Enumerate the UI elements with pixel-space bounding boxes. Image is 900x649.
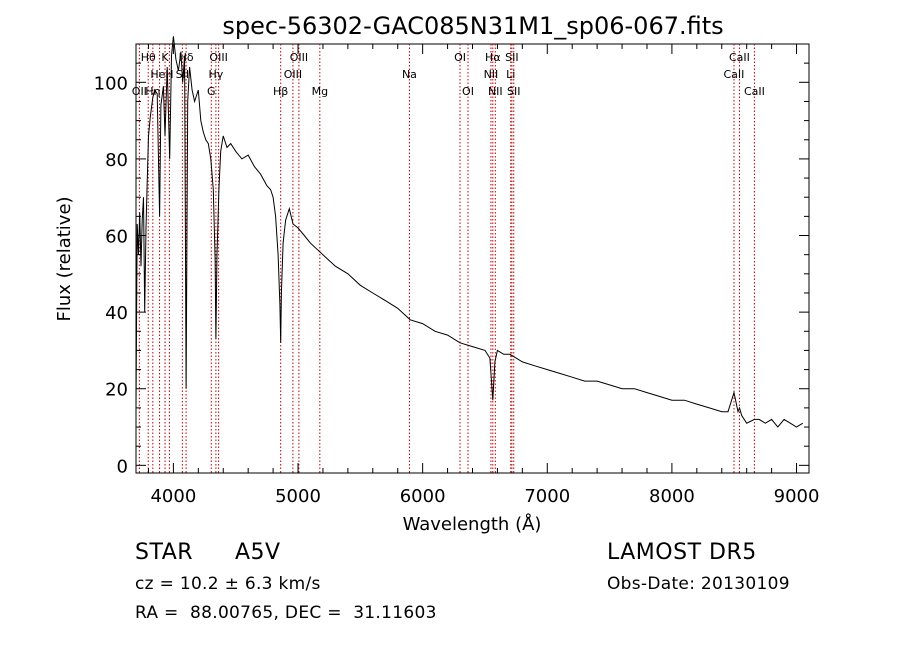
spectral-line-label: Na	[402, 68, 417, 81]
x-tick-label: 6000	[400, 486, 446, 507]
spectral-line-label: OI	[454, 51, 466, 64]
spectral-line-label: G	[207, 85, 216, 98]
object-subclass: A5V	[235, 540, 281, 565]
spectral-line-label: H	[165, 68, 173, 81]
x-tick-label: 9000	[774, 486, 820, 507]
velocity-readout: cz = 10.2 ± 6.3 km/s	[135, 574, 321, 594]
y-tick-label: 100	[94, 73, 128, 94]
spectral-line-label: CaII	[724, 68, 745, 81]
y-tick-label: 60	[105, 227, 128, 248]
y-tick-label: 80	[105, 150, 128, 171]
x-tick-label: 7000	[524, 486, 570, 507]
spectral-line-label: Mg	[312, 85, 328, 98]
observation-date: Obs-Date: 20130109	[607, 574, 790, 594]
object-class: STAR	[135, 540, 194, 565]
y-axis-ticks: 0 20 40 60 80 100	[94, 62, 809, 477]
spectral-line-label: CaII	[729, 51, 750, 64]
spectral-line-label: Hα	[485, 51, 501, 64]
y-axis-label: Flux (relative)	[54, 196, 75, 321]
plot-frame	[135, 43, 810, 474]
spectral-line-label: HeI	[150, 68, 168, 81]
spectral-line-label: Hθ	[141, 51, 156, 64]
survey-label: LAMOST DR5	[607, 540, 757, 565]
spectral-line-label: OI	[462, 85, 474, 98]
spectral-line-label: NII	[488, 85, 503, 98]
x-axis-ticks: 4000 5000 6000 7000 8000 9000	[147, 44, 820, 507]
spectral-line-label: NII	[484, 68, 499, 81]
x-axis-label: Wavelength (Å)	[403, 513, 542, 535]
spectral-line-labels: OII Hθ Hη HeI KH SII Hδ G Hγ OIII Hβ OIII OIII Mg Na OI…	[132, 51, 765, 98]
spectral-line-label: Li	[506, 68, 515, 81]
spectral-line-label: Hδ	[179, 51, 194, 64]
coordinates-readout: RA = 88.00765, DEC = 31.11603	[135, 603, 437, 623]
x-tick-label: 4000	[150, 486, 196, 507]
spectral-line-label: K	[161, 51, 169, 64]
chart-title: spec-56302-GAC085N31M1_sp06-067.fits	[222, 12, 723, 40]
spectral-line-label: SII	[507, 85, 520, 98]
spectral-line-label: Hγ	[208, 68, 223, 81]
spectral-line-label: SII	[505, 51, 518, 64]
y-tick-label: 40	[105, 303, 128, 324]
spectral-line-label: CaII	[744, 85, 765, 98]
y-tick-label: 0	[117, 456, 128, 477]
y-tick-label: 20	[105, 380, 128, 401]
x-tick-label: 8000	[649, 486, 695, 507]
spectrum-line	[135, 36, 804, 428]
spectral-line-label: OIII	[209, 51, 227, 64]
spectral-line-label: OIII	[290, 51, 308, 64]
spectral-line-label: Hβ	[273, 85, 288, 98]
spectral-line-markers	[138, 44, 755, 473]
spectral-line-label: OII	[132, 85, 147, 98]
x-tick-label: 5000	[275, 486, 321, 507]
spectral-line-label: Hη	[145, 85, 160, 98]
spectral-line-label: OIII	[284, 68, 302, 81]
